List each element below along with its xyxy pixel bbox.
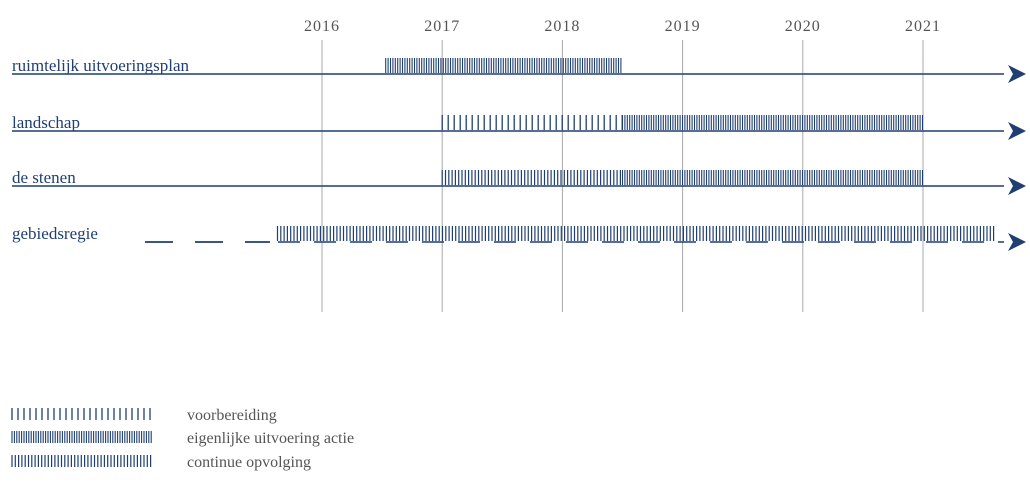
year-labels: 2016 2017 2018 2019 2020 2021 (304, 18, 941, 35)
arrow-right-icon (1008, 233, 1026, 251)
timeline-row: landschap (12, 113, 1026, 140)
arrow-right-icon (1008, 65, 1026, 83)
row-label: landschap (12, 113, 80, 132)
bar-opvolging (441, 170, 621, 185)
year-label: 2020 (785, 18, 821, 35)
timeline-row: ruimtelijk uitvoeringsplan (12, 56, 1026, 83)
year-label: 2018 (544, 18, 580, 35)
timeline-row: gebiedsregie (12, 224, 1026, 251)
year-label: 2021 (905, 18, 941, 35)
legend-label: voorbereiding (187, 407, 277, 424)
legend-item: eigenlijke uitvoering actie (11, 430, 354, 447)
legend-item: voorbereiding (11, 407, 277, 424)
timeline-row: de stenen (12, 168, 1026, 195)
legend-label: eigenlijke uitvoering actie (187, 430, 354, 447)
legend-item: continue opvolging (11, 454, 311, 471)
arrow-right-icon (1008, 177, 1026, 195)
row-label: ruimtelijk uitvoeringsplan (12, 56, 190, 75)
legend-label: continue opvolging (187, 454, 311, 471)
bar-uitvoering (621, 170, 924, 185)
row-label: de stenen (12, 168, 76, 187)
legend-swatch-voorbereiding (11, 408, 151, 420)
legend-swatch-opvolging (11, 455, 152, 467)
year-label: 2016 (304, 18, 340, 35)
bar-uitvoering (385, 58, 622, 73)
timeline-rows: ruimtelijk uitvoeringsplan landschap de st… (12, 56, 1026, 251)
year-label: 2019 (665, 18, 701, 35)
legend-swatch-uitvoering (11, 431, 152, 443)
bar-opvolging (276, 226, 995, 241)
bar-uitvoering (621, 115, 924, 130)
legend: voorbereiding eigenlijke uitvoering actie… (11, 407, 354, 471)
year-label: 2017 (424, 18, 460, 35)
row-label: gebiedsregie (12, 224, 98, 243)
bar-voorbereiding (441, 115, 623, 130)
arrow-right-icon (1008, 122, 1026, 140)
